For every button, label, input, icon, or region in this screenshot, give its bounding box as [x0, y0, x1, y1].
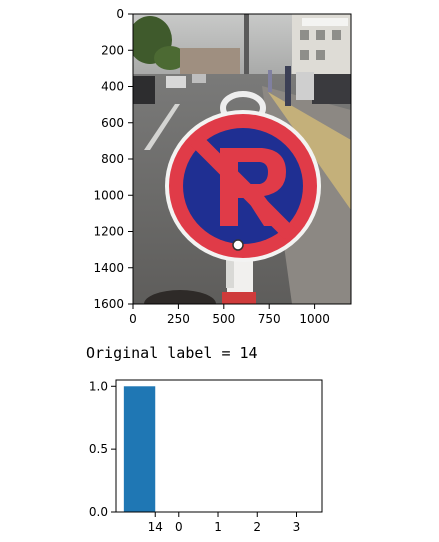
x-tick-500: 500 [212, 304, 235, 326]
x-tick-label: 750 [258, 312, 281, 326]
y-tick-label: 0.5 [89, 442, 108, 456]
x-tick-250: 250 [167, 304, 190, 326]
y-tick-label: 200 [101, 43, 124, 57]
x-tick-label: 250 [167, 312, 190, 326]
x-tick-0: 0 [129, 304, 137, 326]
x-tick-label: 0 [129, 312, 137, 326]
y-tick-label: 1600 [93, 297, 124, 311]
bar-group [123, 386, 156, 512]
y-tick-800: 800 [101, 152, 133, 166]
y-axis: 0.0 0.5 1.0 [89, 379, 116, 519]
y-tick-600: 600 [101, 116, 133, 130]
x-tick-750: 750 [258, 304, 281, 326]
x-tick-label: 2 [253, 520, 261, 534]
y-tick-label: 1200 [93, 225, 124, 239]
y-tick-label: 800 [101, 152, 124, 166]
y-tick-label: 0.0 [89, 505, 108, 519]
x-tick-1000: 1000 [299, 304, 330, 326]
x-tick-label: 1 [214, 520, 222, 534]
bar-chart: 0.0 0.5 1.0 14 0 1 2 3 [89, 379, 323, 534]
y-tick-label: 1400 [93, 261, 124, 275]
bar-14 [123, 386, 156, 512]
y-tick-1200: 1200 [93, 225, 133, 239]
y-axis: 0 200 400 600 800 1000 1200 1400 1600 [93, 7, 133, 311]
chart-frame [115, 379, 323, 513]
x-tick-label: 14 [148, 520, 163, 534]
output-text: Original label = 14 [86, 344, 258, 362]
x-tick-label: 1000 [299, 312, 330, 326]
x-tick-label: 500 [212, 312, 235, 326]
y-tick-200: 200 [101, 43, 133, 57]
x-axis: 14 0 1 2 3 [148, 512, 301, 534]
x-axis: 0 250 500 750 1000 [129, 304, 330, 326]
y-tick-0: 0 [116, 7, 133, 21]
y-tick-1000: 1000 [93, 188, 133, 202]
y-tick-label: 1.0 [89, 379, 108, 393]
x-tick-label: 3 [293, 520, 301, 534]
y-tick-label: 400 [101, 80, 124, 94]
y-tick-label: 1000 [93, 188, 124, 202]
y-tick-1400: 1400 [93, 261, 133, 275]
image-plot: 0 200 400 600 800 1000 1200 1400 1600 0 … [93, 7, 352, 326]
y-tick-1600: 1600 [93, 297, 133, 311]
y-tick-label: 600 [101, 116, 124, 130]
photo [133, 14, 351, 304]
y-tick-400: 400 [101, 80, 133, 94]
y-tick-label: 0 [116, 7, 124, 21]
x-tick-label: 0 [175, 520, 183, 534]
